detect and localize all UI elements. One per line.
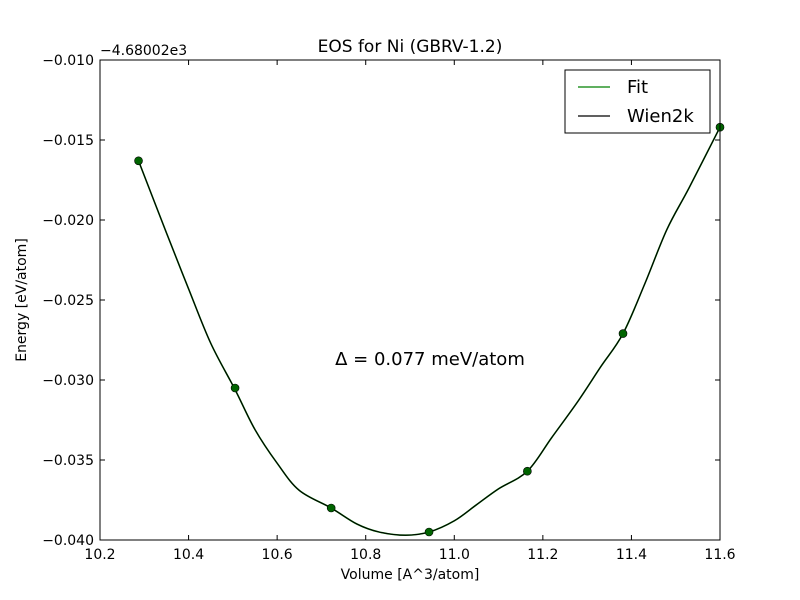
y-tick-label: −0.035 <box>42 453 94 469</box>
data-point <box>424 527 434 537</box>
delta-annotation: Δ = 0.077 meV/atom <box>335 349 525 370</box>
y-axis-ticks: −0.040 −0.035 −0.030 −0.025 −0.020 −0.015 −0.0… <box>42 53 720 549</box>
data-point <box>230 383 240 393</box>
x-tick-label: 10.2 <box>84 547 115 563</box>
y-tick-label: −0.015 <box>42 133 94 149</box>
x-tick-label: 10.4 <box>173 547 204 563</box>
data-point <box>134 156 143 166</box>
x-axis-ticks: 10.2 10.4 10.6 10.8 11.0 11.2 11.4 11.6 <box>84 60 736 563</box>
plot-area <box>100 60 720 540</box>
data-point <box>523 466 532 476</box>
y-axis-label: Energy [eV/atom] <box>14 238 30 362</box>
x-tick-label: 11.2 <box>527 547 558 563</box>
y-tick-label: −0.010 <box>42 53 94 69</box>
x-tick-label: 10.6 <box>262 547 293 563</box>
legend: Fit Wien2k <box>564 69 711 134</box>
y-tick-label: −0.030 <box>42 373 94 389</box>
legend-box <box>564 69 711 134</box>
x-tick-label: 10.8 <box>350 547 381 563</box>
data-point <box>618 329 628 338</box>
legend-label-fit: Fit <box>627 77 648 98</box>
data-point <box>326 503 336 513</box>
x-tick-label: 11.0 <box>439 547 470 563</box>
y-tick-label: −0.025 <box>42 293 94 309</box>
legend-label-wien2k: Wien2k <box>627 106 694 127</box>
x-tick-label: 11.4 <box>616 547 647 563</box>
y-tick-label: −0.040 <box>42 533 94 549</box>
x-axis-label: Volume [A^3/atom] <box>341 567 480 583</box>
chart-title: EOS for Ni (GBRV-1.2) <box>318 37 503 57</box>
y-tick-label: −0.020 <box>42 213 94 229</box>
y-offset-label: −4.68002e3 <box>100 43 187 59</box>
x-tick-label: 11.6 <box>704 547 735 563</box>
